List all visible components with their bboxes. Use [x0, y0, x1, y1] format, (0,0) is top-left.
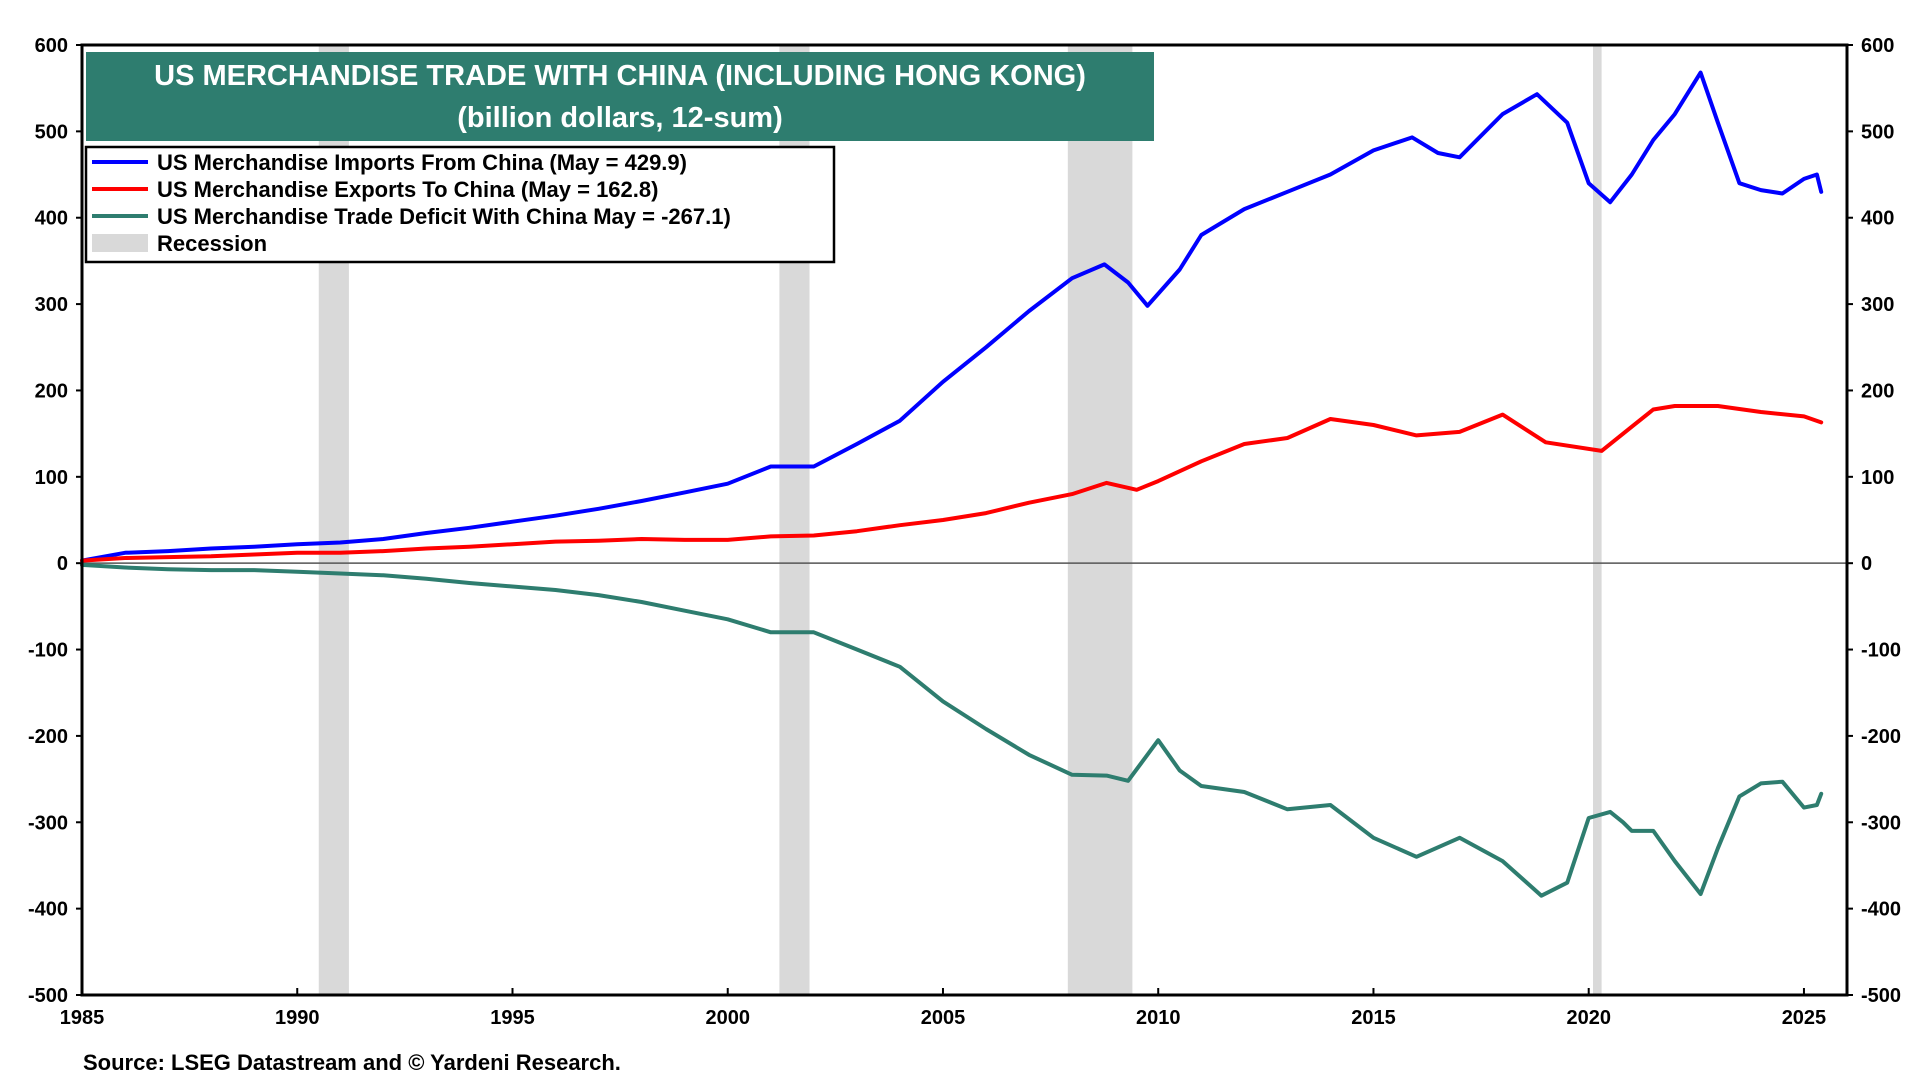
y-tick-label-left: -400 — [28, 899, 68, 921]
y-tick-label-right: 400 — [1861, 208, 1894, 230]
legend-label-exports: US Merchandise Exports To China (May = 1… — [157, 177, 658, 202]
recession-band — [1593, 45, 1602, 995]
x-tick-label: 2025 — [1782, 1007, 1827, 1029]
y-tick-label-left: 200 — [35, 380, 68, 402]
x-tick-label: 1995 — [490, 1007, 535, 1029]
y-tick-label-left: -100 — [28, 640, 68, 662]
x-tick-label: 2015 — [1351, 1007, 1396, 1029]
y-tick-label-right: -200 — [1861, 726, 1901, 748]
legend-label-imports: US Merchandise Imports From China (May =… — [157, 150, 687, 175]
series-line-exports — [80, 404, 1824, 563]
chart-title: US MERCHANDISE TRADE WITH CHINA (INCLUDI… — [154, 60, 1086, 92]
series-lines — [80, 70, 1824, 898]
y-tick-label-right: 300 — [1861, 294, 1894, 316]
y-tick-label-left: -200 — [28, 726, 68, 748]
y-tick-label-left: 400 — [35, 208, 68, 230]
y-tick-label-left: -500 — [28, 985, 68, 1007]
chart-title-box: US MERCHANDISE TRADE WITH CHINA (INCLUDI… — [86, 52, 1154, 141]
x-tick-label: 2000 — [705, 1007, 750, 1029]
x-tick-label: 2010 — [1136, 1007, 1181, 1029]
series-line-deficit — [80, 562, 1824, 898]
y-tick-label-right: 200 — [1861, 380, 1894, 402]
y-tick-label-right: 100 — [1861, 467, 1894, 489]
title-background — [86, 52, 1154, 141]
legend-label-recession: Recession — [157, 231, 267, 256]
y-tick-label-right: 0 — [1861, 553, 1872, 575]
y-tick-label-left: -300 — [28, 812, 68, 834]
y-tick-label-left: 0 — [57, 553, 68, 575]
recession-band — [1067, 45, 1133, 995]
legend: US Merchandise Imports From China (May =… — [84, 145, 836, 264]
legend-swatch-recession — [92, 234, 148, 252]
x-tick-label: 2020 — [1566, 1007, 1611, 1029]
y-tick-label-right: 600 — [1861, 35, 1894, 57]
y-tick-label-left: 300 — [35, 294, 68, 316]
y-tick-label-right: -400 — [1861, 899, 1901, 921]
y-tick-label-right: 500 — [1861, 121, 1894, 143]
y-tick-label-right: -300 — [1861, 812, 1901, 834]
y-tick-label-left: 500 — [35, 121, 68, 143]
chart-subtitle: (billion dollars, 12-sum) — [457, 102, 783, 134]
x-tick-label: 2005 — [921, 1007, 966, 1029]
series-line-imports — [80, 70, 1824, 563]
y-tick-label-left: 600 — [35, 35, 68, 57]
x-tick-label: 1985 — [60, 1007, 105, 1029]
y-tick-label-right: -500 — [1861, 985, 1901, 1007]
source-note: Source: LSEG Datastream and © Yardeni Re… — [83, 1050, 621, 1075]
y-tick-label-left: 100 — [35, 467, 68, 489]
x-tick-label: 1990 — [275, 1007, 320, 1029]
plot-frame — [80, 43, 1849, 997]
legend-label-deficit: US Merchandise Trade Deficit With China … — [157, 204, 731, 229]
axis-ticks: 600 600 500 500 400 400 300 300 200 200 100 100 0 0 -1… — [28, 35, 1901, 1029]
legend-box — [84, 145, 836, 264]
y-tick-label-right: -100 — [1861, 640, 1901, 662]
